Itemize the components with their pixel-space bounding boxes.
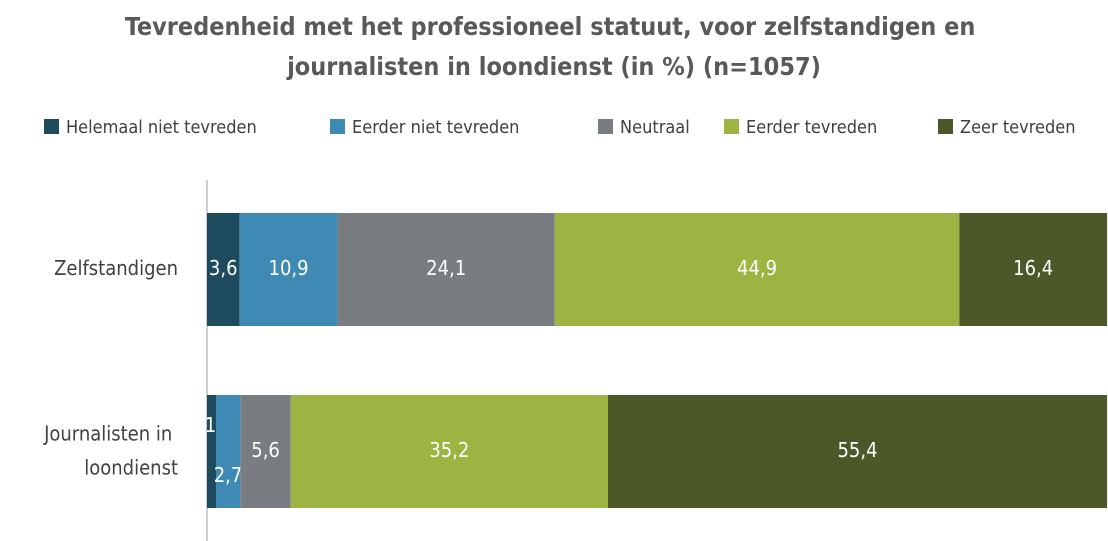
legend-swatch: [598, 119, 613, 134]
data-label: 10,9: [269, 256, 309, 280]
chart-title: Tevredenheid met het professioneel statu…: [125, 12, 983, 81]
data-label: 2,7: [214, 463, 243, 487]
y-tick-label: Journalisten in loondienst: [43, 421, 178, 479]
bar-segment: [239, 213, 338, 326]
bar-segment: [207, 395, 217, 508]
bar-segment: [240, 395, 291, 508]
legend-label: Eerder niet tevreden: [352, 117, 519, 138]
legend-swatch: [938, 119, 953, 134]
bar-segment: [554, 213, 960, 326]
legend-swatch: [330, 119, 345, 134]
data-label: 16,4: [1013, 256, 1053, 280]
data-label: 3,6: [209, 256, 238, 280]
legend-swatch: [724, 119, 739, 134]
legend-label: Neutraal: [620, 117, 690, 138]
y-tick-label: Zelfstandigen: [54, 256, 178, 280]
bar-segment: [216, 395, 241, 508]
data-label: 44,9: [737, 256, 777, 280]
bar-segment: [607, 395, 1108, 508]
data-label: 5,6: [251, 438, 280, 462]
legend-swatch: [44, 119, 59, 134]
bar-segment: [290, 395, 608, 508]
legend-label: Eerder tevreden: [746, 117, 877, 138]
legend-label: Zeer tevreden: [960, 117, 1075, 138]
legend-label: Helemaal niet tevreden: [66, 117, 257, 138]
bar-segment: [337, 213, 555, 326]
bar-segment: [207, 213, 240, 326]
data-label: 35,2: [429, 438, 469, 462]
data-label: 55,4: [837, 438, 877, 462]
bar-segment: [959, 213, 1108, 326]
data-label: 24,1: [426, 256, 466, 280]
